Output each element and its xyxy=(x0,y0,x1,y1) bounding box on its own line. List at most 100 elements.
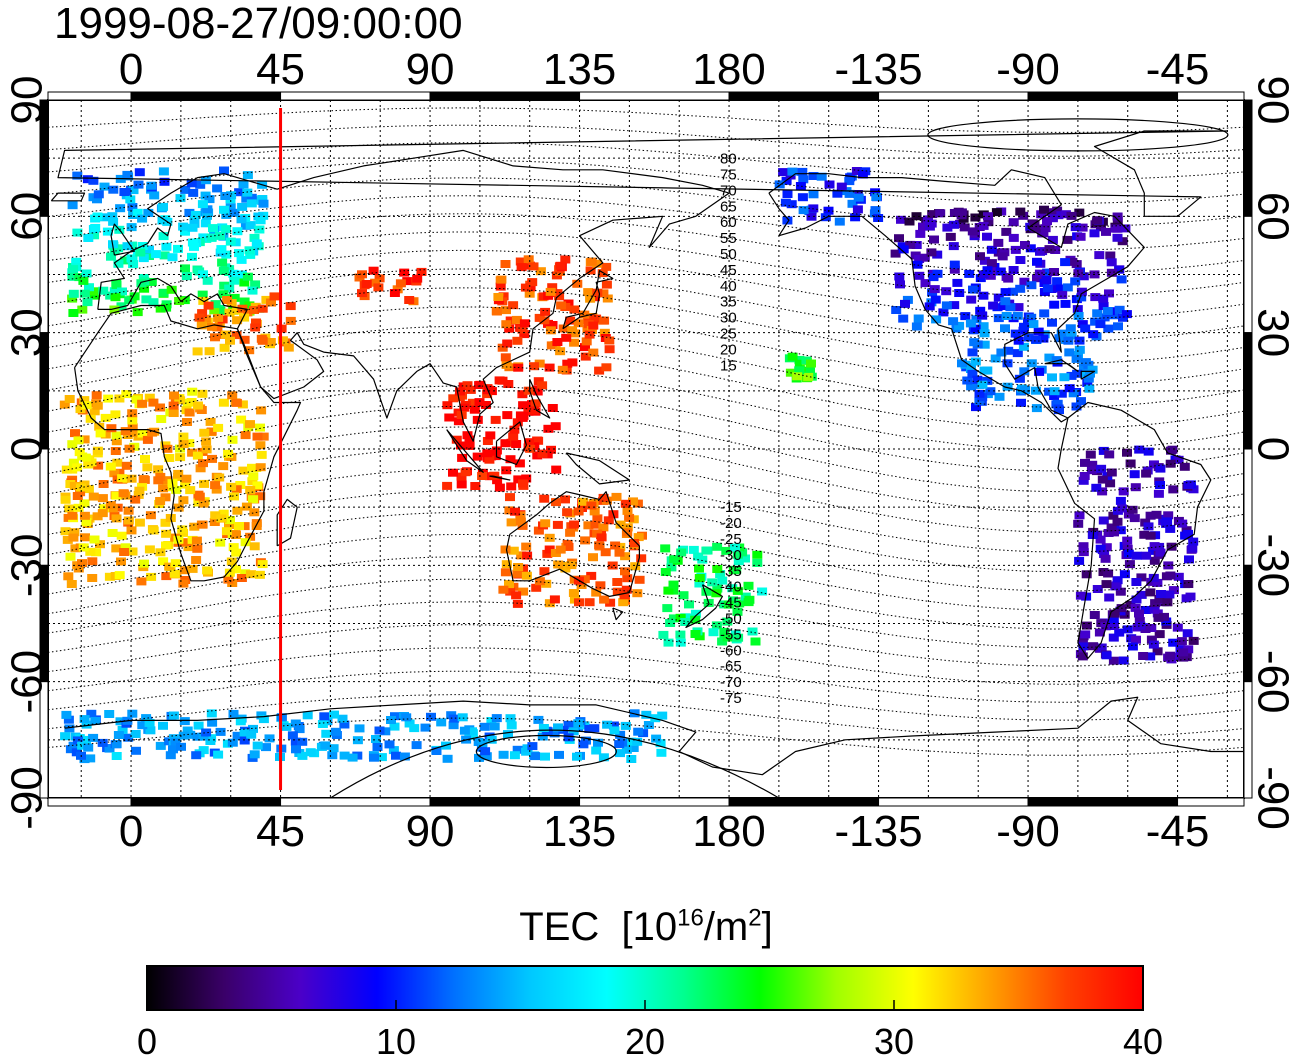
tec-data-point xyxy=(79,511,90,520)
magnetic-latitude-contour xyxy=(48,601,1244,667)
tec-data-point xyxy=(512,418,523,427)
tec-data-point xyxy=(1092,309,1103,318)
tec-data-point xyxy=(505,455,516,464)
tec-data-point xyxy=(993,293,1004,302)
tec-data-point xyxy=(188,188,199,197)
tec-data-point xyxy=(919,253,930,262)
tec-data-point xyxy=(1182,629,1193,638)
tec-data-point xyxy=(236,270,247,279)
tec-data-point xyxy=(1177,519,1188,528)
tec-data-point xyxy=(1074,511,1085,520)
axis-tick-labels: 0 45 90 135 180 -135 -90 -450 45 90 135 180 -135 -90-… xyxy=(3,45,1292,856)
tec-data-point xyxy=(495,282,506,291)
tec-data-point xyxy=(727,584,738,593)
tec-data-point xyxy=(524,289,535,298)
tec-data-point xyxy=(1096,464,1107,473)
tec-data-point xyxy=(850,213,861,222)
tec-data-point xyxy=(1056,389,1067,398)
tec-data-point xyxy=(1049,268,1059,276)
tec-data-point xyxy=(248,472,259,481)
tec-data-point xyxy=(502,339,513,348)
contour-label: -50 xyxy=(720,611,742,628)
tec-data-point xyxy=(482,437,493,445)
tec-data-point xyxy=(628,744,639,752)
tec-data-point xyxy=(146,572,157,581)
tec-data-point xyxy=(1042,284,1053,293)
tec-data-point xyxy=(844,189,855,198)
tec-data-point xyxy=(198,732,209,741)
tec-data-point xyxy=(1109,528,1119,537)
colorbar-title: TEC [1016/m2] xyxy=(0,905,1292,949)
tec-data-point xyxy=(563,542,574,551)
tec-data-point xyxy=(497,343,508,352)
tec-data-point xyxy=(537,732,548,741)
tec-data-point xyxy=(1188,636,1199,645)
tec-data-point xyxy=(1090,317,1101,326)
tec-data-point xyxy=(657,711,668,720)
tec-data-point xyxy=(556,301,567,310)
tec-data-point xyxy=(490,415,501,424)
tec-data-point xyxy=(389,289,400,297)
tec-data-point xyxy=(431,747,442,755)
tec-data-point xyxy=(655,739,666,748)
tec-data-point xyxy=(479,722,490,731)
tec-data-point xyxy=(1165,651,1176,660)
tec-data-point xyxy=(178,731,189,740)
tec-data-point xyxy=(202,211,212,220)
tec-data-point xyxy=(1181,653,1192,662)
tec-data-point xyxy=(147,428,158,437)
tec-data-point xyxy=(634,575,645,584)
tec-data-point xyxy=(508,546,519,555)
y-tick-label-right: -30 xyxy=(1248,534,1292,598)
contour-label: -40 xyxy=(720,579,742,596)
tec-data-point xyxy=(694,579,705,588)
tec-data-point xyxy=(500,260,511,268)
tec-data-point xyxy=(1002,359,1013,368)
tec-data-point xyxy=(91,548,102,557)
tec-data-point xyxy=(1013,303,1024,312)
tec-data-point xyxy=(1078,476,1089,485)
y-tick-label-left: -60 xyxy=(3,650,52,714)
tec-data-point xyxy=(912,260,923,269)
tec-data-point xyxy=(1135,621,1146,630)
tec-data-point xyxy=(533,526,544,535)
tec-data-point xyxy=(580,352,591,361)
tec-data-point xyxy=(174,297,185,305)
tec-data-point xyxy=(182,418,192,426)
tec-data-point xyxy=(891,306,902,314)
tec-data-point xyxy=(249,233,260,242)
tec-data-point xyxy=(1098,294,1109,303)
tec-data-point xyxy=(72,228,83,237)
tec-data-point xyxy=(281,722,292,731)
tec-data-point xyxy=(82,298,93,307)
contour-label: 30 xyxy=(720,310,737,327)
tec-data-point xyxy=(1108,622,1119,630)
tec-data-point xyxy=(873,214,884,222)
tec-data-point xyxy=(1148,546,1159,555)
tec-data-point xyxy=(977,311,987,320)
tec-data-point xyxy=(1131,578,1142,586)
tec-data-point xyxy=(622,506,633,515)
tec-data-point xyxy=(1080,458,1090,467)
tec-data-point xyxy=(155,741,166,750)
tec-data-point xyxy=(196,406,207,414)
tec-data-point xyxy=(620,499,631,508)
tec-data-point xyxy=(516,551,527,560)
tec-data-point xyxy=(87,557,98,566)
tec-data-point xyxy=(240,569,251,578)
tec-data-point xyxy=(99,182,110,191)
tec-data-point xyxy=(966,382,977,391)
tec-data-point xyxy=(294,725,305,734)
magnetic-latitude-contour xyxy=(48,306,1244,386)
x-tick-label-bottom: 0 xyxy=(119,807,143,856)
tec-data-point xyxy=(258,715,269,724)
x-tick-label-top: 180 xyxy=(692,45,765,94)
tec-data-point xyxy=(895,280,905,289)
tec-data-point xyxy=(1110,224,1121,233)
tec-data-point xyxy=(111,752,122,760)
tec-data-point xyxy=(87,574,98,582)
tec-data-point xyxy=(130,495,141,504)
tec-data-point xyxy=(258,432,269,441)
tec-data-point xyxy=(148,526,159,535)
tec-data-point xyxy=(717,576,728,585)
